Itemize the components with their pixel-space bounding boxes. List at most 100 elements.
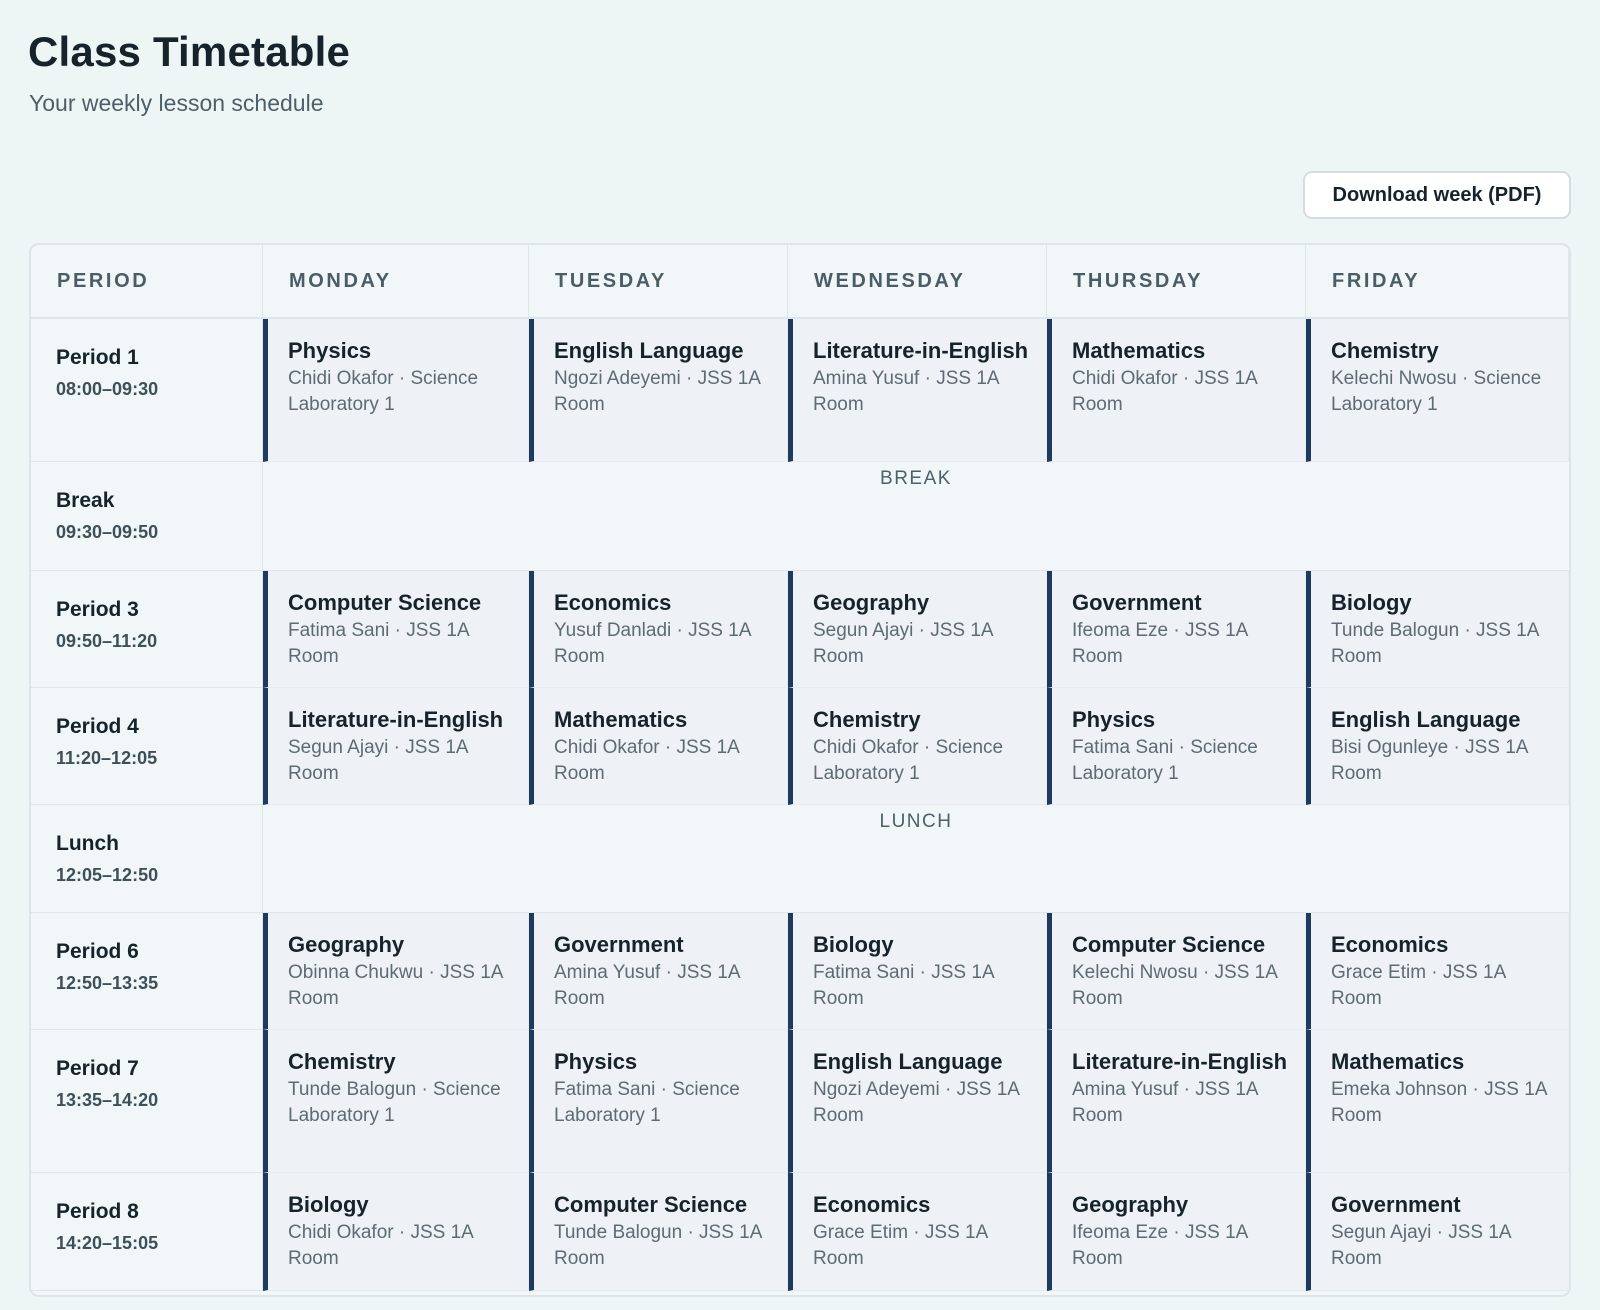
lesson-teacher-room: Chidi Okafor · JSS 1A Room [1072, 368, 1257, 415]
lesson-cell[interactable]: Geography Obinna Chukwu · JSS 1A Room [263, 913, 529, 1030]
lesson-teacher-room: Ifeoma Eze · JSS 1A Room [1072, 620, 1248, 667]
lesson-cell[interactable]: Biology Chidi Okafor · JSS 1A Room [263, 1173, 529, 1291]
lesson-cell[interactable]: Geography Segun Ajayi · JSS 1A Room [788, 571, 1047, 688]
lesson-teacher-room: Ngozi Adeyemi · JSS 1A Room [813, 1079, 1019, 1126]
period-time: 08:00–09:30 [56, 379, 159, 399]
lesson-cell[interactable]: Computer Science Fatima Sani · JSS 1A Roo… [263, 571, 529, 688]
lesson-subject: Geography [813, 590, 930, 615]
lesson-cell[interactable]: Chemistry Chidi Okafor · Science Laborato… [788, 688, 1047, 805]
lesson-subject: Biology [1331, 590, 1412, 615]
timetable-grid: PERIOD MONDAY TUESDAY WEDNESDAY THURSDAY… [31, 245, 1569, 1295]
lesson-cell[interactable]: Computer Science Kelechi Nwosu · JSS 1A R… [1047, 913, 1306, 1030]
lesson-subject: Mathematics [554, 707, 688, 732]
period-time: 09:50–11:20 [56, 631, 158, 651]
lesson-teacher-room: Kelechi Nwosu · Science Laboratory 1 [1331, 368, 1542, 415]
lesson-cell[interactable]: Biology Fatima Sani · JSS 1A Room [788, 913, 1047, 1030]
lesson-teacher-room: Chidi Okafor · Science Laboratory 1 [813, 737, 1004, 784]
lesson-cell[interactable]: Biology Tunde Balogun · JSS 1A Room [1306, 571, 1569, 688]
lesson-teacher-room: Fatima Sani · JSS 1A Room [813, 962, 994, 1009]
download-week-pdf-button[interactable]: Download week (PDF) [1303, 171, 1571, 219]
break-label: LUNCH [263, 805, 1569, 913]
column-header-thursday: THURSDAY [1047, 245, 1306, 319]
lesson-subject: Literature-in-English [288, 707, 504, 732]
lesson-cell[interactable]: Literature-in-English Amina Yusuf · JSS 1… [788, 319, 1047, 462]
lesson-cell[interactable]: Geography Ifeoma Eze · JSS 1A Room [1047, 1173, 1306, 1291]
lesson-cell[interactable]: Literature-in-English Amina Yusuf · JSS 1… [1047, 1030, 1306, 1173]
lesson-cell[interactable]: Computer Science Tunde Balogun · JSS 1A R… [529, 1173, 788, 1291]
lesson-cell[interactable]: Physics Fatima Sani · Science Laboratory … [529, 1030, 788, 1173]
period-time: 11:20–12:05 [56, 748, 158, 768]
lesson-teacher-room: Emeka Johnson · JSS 1A Room [1331, 1079, 1547, 1126]
lesson-cell[interactable]: Government Ifeoma Eze · JSS 1A Room [1047, 571, 1306, 688]
lesson-teacher-room: Fatima Sani · JSS 1A Room [288, 620, 469, 667]
lesson-teacher-room: Yusuf Danladi · JSS 1A Room [554, 620, 751, 667]
column-header-period: PERIOD [31, 245, 263, 319]
period-time: 13:35–14:20 [56, 1090, 159, 1110]
lesson-teacher-room: Amina Yusuf · JSS 1A Room [1072, 1079, 1258, 1126]
lesson-teacher-room: Fatima Sani · Science Laboratory 1 [1072, 737, 1258, 784]
period-cell: Lunch 12:05–12:50 [31, 805, 263, 913]
period-cell: Period 3 09:50–11:20 [31, 571, 263, 688]
lesson-subject: English Language [1331, 707, 1521, 732]
lesson-teacher-room: Kelechi Nwosu · JSS 1A Room [1072, 962, 1277, 1009]
lesson-teacher-room: Tunde Balogun · Science Laboratory 1 [288, 1079, 501, 1126]
column-header-monday: MONDAY [263, 245, 529, 319]
lesson-cell[interactable]: Mathematics Emeka Johnson · JSS 1A Room [1306, 1030, 1569, 1173]
lesson-cell[interactable]: Chemistry Tunde Balogun · Science Laborat… [263, 1030, 529, 1173]
lesson-teacher-room: Chidi Okafor · JSS 1A Room [554, 737, 739, 784]
lesson-cell[interactable]: Economics Yusuf Danladi · JSS 1A Room [529, 571, 788, 688]
lesson-subject: Computer Science [554, 1192, 748, 1217]
lesson-cell[interactable]: Government Segun Ajayi · JSS 1A Room [1306, 1173, 1569, 1291]
lesson-teacher-room: Grace Etim · JSS 1A Room [1331, 962, 1506, 1009]
column-header-tuesday: TUESDAY [529, 245, 788, 319]
lesson-subject: Economics [554, 590, 672, 615]
lesson-cell[interactable]: Government Amina Yusuf · JSS 1A Room [529, 913, 788, 1030]
lesson-subject: English Language [813, 1049, 1003, 1074]
lesson-teacher-room: Amina Yusuf · JSS 1A Room [554, 962, 740, 1009]
lesson-teacher-room: Segun Ajayi · JSS 1A Room [288, 737, 468, 784]
lesson-cell[interactable]: English Language Ngozi Adeyemi · JSS 1A R… [529, 319, 788, 462]
period-name: Break [56, 489, 115, 512]
lesson-subject: Biology [288, 1192, 369, 1217]
lesson-subject: Government [1072, 590, 1202, 615]
period-name: Period 7 [56, 1057, 139, 1080]
lesson-cell[interactable]: English Language Bisi Ogunleye · JSS 1A R… [1306, 688, 1569, 805]
lesson-subject: Mathematics [1072, 338, 1206, 363]
lesson-cell[interactable]: Economics Grace Etim · JSS 1A Room [1306, 913, 1569, 1030]
lesson-cell[interactable]: Chemistry Kelechi Nwosu · Science Laborat… [1306, 319, 1569, 462]
period-name: Lunch [56, 832, 119, 855]
lesson-subject: Physics [1072, 707, 1156, 732]
lesson-teacher-room: Amina Yusuf · JSS 1A Room [813, 368, 999, 415]
lesson-subject: Government [1331, 1192, 1461, 1217]
lesson-cell[interactable]: Literature-in-English Segun Ajayi · JSS 1… [263, 688, 529, 805]
period-cell: Period 6 12:50–13:35 [31, 913, 263, 1030]
lesson-subject: Chemistry [1331, 338, 1439, 363]
period-cell: Period 1 08:00–09:30 [31, 319, 263, 462]
lesson-cell[interactable]: Physics Chidi Okafor · Science Laboratory… [263, 319, 529, 462]
lesson-cell[interactable]: Mathematics Chidi Okafor · JSS 1A Room [1047, 319, 1306, 462]
lesson-subject: Economics [813, 1192, 931, 1217]
lesson-cell[interactable]: Economics Grace Etim · JSS 1A Room [788, 1173, 1047, 1291]
lesson-subject: Mathematics [1331, 1049, 1465, 1074]
column-header-friday: FRIDAY [1306, 245, 1569, 319]
lesson-cell[interactable]: Mathematics Chidi Okafor · JSS 1A Room [529, 688, 788, 805]
lesson-teacher-room: Ifeoma Eze · JSS 1A Room [1072, 1222, 1248, 1269]
lesson-teacher-room: Obinna Chukwu · JSS 1A Room [288, 962, 503, 1009]
period-name: Period 3 [56, 598, 139, 621]
period-name: Period 6 [56, 940, 139, 963]
lesson-cell[interactable]: Physics Fatima Sani · Science Laboratory … [1047, 688, 1306, 805]
lesson-subject: Economics [1331, 932, 1449, 957]
period-cell: Period 4 11:20–12:05 [31, 688, 263, 805]
lesson-subject: Geography [1072, 1192, 1189, 1217]
lesson-teacher-room: Tunde Balogun · JSS 1A Room [554, 1222, 762, 1269]
lesson-teacher-room: Chidi Okafor · Science Laboratory 1 [288, 368, 479, 415]
lesson-teacher-room: Segun Ajayi · JSS 1A Room [813, 620, 993, 667]
period-cell: Period 8 14:20–15:05 [31, 1173, 263, 1291]
period-name: Period 8 [56, 1200, 139, 1223]
lesson-teacher-room: Segun Ajayi · JSS 1A Room [1331, 1222, 1511, 1269]
lesson-subject: English Language [554, 338, 744, 363]
lesson-cell[interactable]: English Language Ngozi Adeyemi · JSS 1A R… [788, 1030, 1047, 1173]
lesson-subject: Literature-in-English [1072, 1049, 1288, 1074]
lesson-subject: Government [554, 932, 684, 957]
period-time: 12:05–12:50 [56, 865, 159, 885]
